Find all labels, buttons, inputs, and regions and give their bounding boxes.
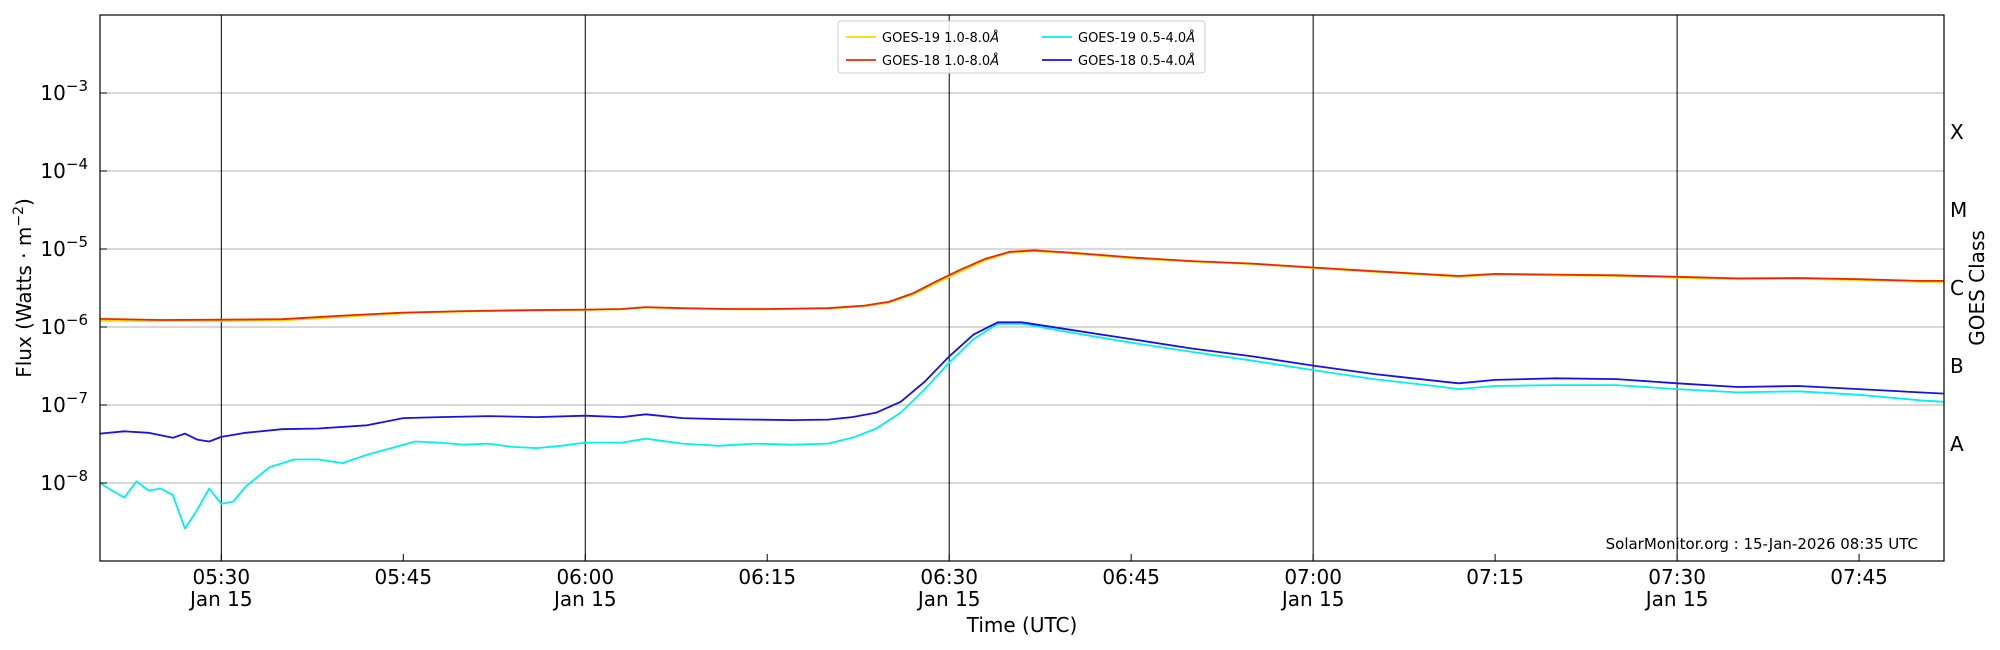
y-tick-label: 10−6 (40, 311, 88, 339)
x-tick-label: 06:15 (738, 565, 796, 589)
credit-text: SolarMonitor.org : 15-Jan-2026 08:35 UTC (1606, 535, 1918, 553)
legend-label: GOES-19 1.0-8.0Å (882, 30, 999, 46)
goes-class-label: C (1950, 276, 1964, 300)
goes-class-label: M (1950, 198, 1967, 222)
goes-class-label: B (1950, 354, 1964, 378)
series-line (99, 249, 1944, 321)
plot-frame (99, 14, 1945, 562)
x-tick-label: 05:45 (374, 565, 432, 589)
legend-frame (837, 20, 1206, 74)
x-tick-label: 07:00 (1284, 565, 1342, 589)
series-line (99, 322, 1945, 530)
x-axis-label: Time (UTC) (966, 613, 1078, 637)
legend-label: GOES-19 0.5-4.0Å (1078, 30, 1195, 46)
x-tick-label: 07:30 (1648, 565, 1706, 589)
legend-label: GOES-18 0.5-4.0Å (1078, 53, 1195, 69)
y-tick-label: 10−8 (40, 467, 88, 495)
series-line (100, 250, 1944, 322)
y-tick-label: 10−5 (40, 233, 88, 261)
x-tick-date-label: Jan 15 (552, 587, 617, 611)
y-tick-label: 10−4 (40, 155, 88, 183)
x-tick-date-label: Jan 15 (916, 587, 981, 611)
x-tick-date-label: Jan 15 (1644, 587, 1709, 611)
x-tick-label: 06:45 (1102, 565, 1160, 589)
x-tick-label: 07:15 (1466, 565, 1524, 589)
x-tick-label: 06:30 (920, 565, 978, 589)
series-lines (99, 249, 1945, 530)
y-tick-label: 10−7 (40, 389, 88, 417)
grid (100, 92, 1944, 484)
goes-class-label: A (1950, 432, 1964, 456)
series-line (99, 321, 1945, 443)
x-tick-date-label: Jan 15 (1280, 587, 1345, 611)
x-tick-label: 05:30 (192, 565, 250, 589)
day-lines (220, 15, 1678, 561)
x-tick-label: 07:45 (1830, 565, 1888, 589)
y-tick-label: 10−3 (40, 77, 88, 105)
legend: GOES-19 1.0-8.0Å GOES-18 1.0-8.0Å GOES-19 … (837, 20, 1206, 74)
y-axis-label: Flux (Watts · m−2) (11, 198, 36, 378)
x-tick-date-label: Jan 15 (188, 587, 253, 611)
right-axis-label: GOES Class (1965, 230, 1989, 346)
goes-class-label: X (1950, 120, 1964, 144)
legend-label: GOES-18 1.0-8.0Å (882, 53, 999, 69)
x-tick-label: 06:00 (556, 565, 614, 589)
